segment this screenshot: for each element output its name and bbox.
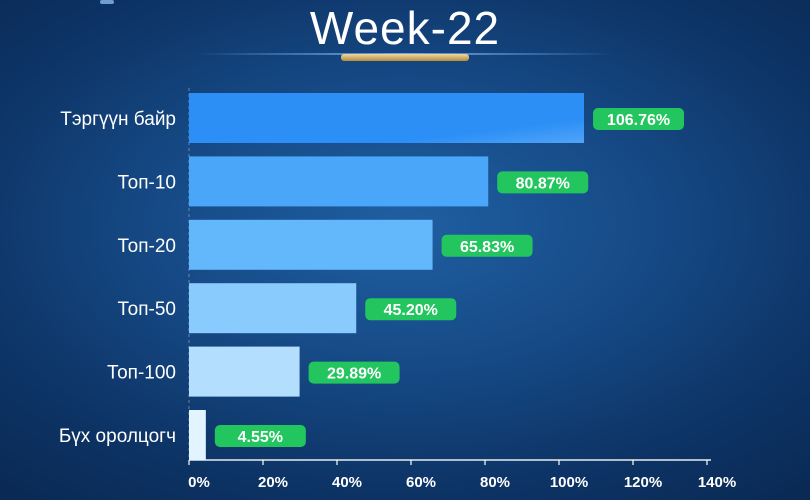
data-label: 106.76%	[607, 112, 670, 129]
bar	[189, 156, 489, 207]
x-tick-label: 20%	[258, 474, 288, 491]
x-tick-label: 40%	[332, 474, 362, 491]
bar-sheen	[189, 93, 585, 143]
data-label: 80.87%	[516, 175, 570, 192]
bar	[189, 219, 433, 270]
category-label: Тэргүүн байр	[60, 109, 176, 130]
value-badge	[441, 234, 533, 257]
bar	[189, 410, 206, 460]
value-badge	[214, 425, 306, 447]
title-gold-bar	[341, 54, 469, 61]
category-label: Топ-50	[118, 299, 176, 320]
x-tick-label: 120%	[624, 474, 662, 491]
data-label: 29.89%	[327, 366, 381, 383]
category-label: Топ-100	[107, 363, 176, 384]
top-accent	[100, 0, 114, 4]
data-label: 45.20%	[384, 302, 438, 319]
x-tick-label: 140%	[698, 474, 736, 491]
category-label: Бүх оролцогч	[59, 426, 176, 447]
x-tick-label: 80%	[480, 474, 510, 491]
x-tick-label: 0%	[188, 474, 210, 491]
category-label: Топ-20	[118, 236, 176, 257]
value-badge	[308, 361, 400, 384]
value-badge	[593, 108, 685, 130]
bar	[189, 283, 357, 334]
data-label: 4.55%	[238, 429, 283, 446]
value-badge	[365, 298, 457, 321]
data-label: 65.83%	[460, 239, 514, 256]
x-tick-label: 60%	[406, 474, 436, 491]
x-tick-label: 100%	[550, 474, 588, 491]
page-title: Week-22	[309, 2, 501, 54]
bar	[189, 346, 300, 397]
category-label: Топ-10	[118, 172, 176, 193]
value-badge	[497, 171, 589, 194]
